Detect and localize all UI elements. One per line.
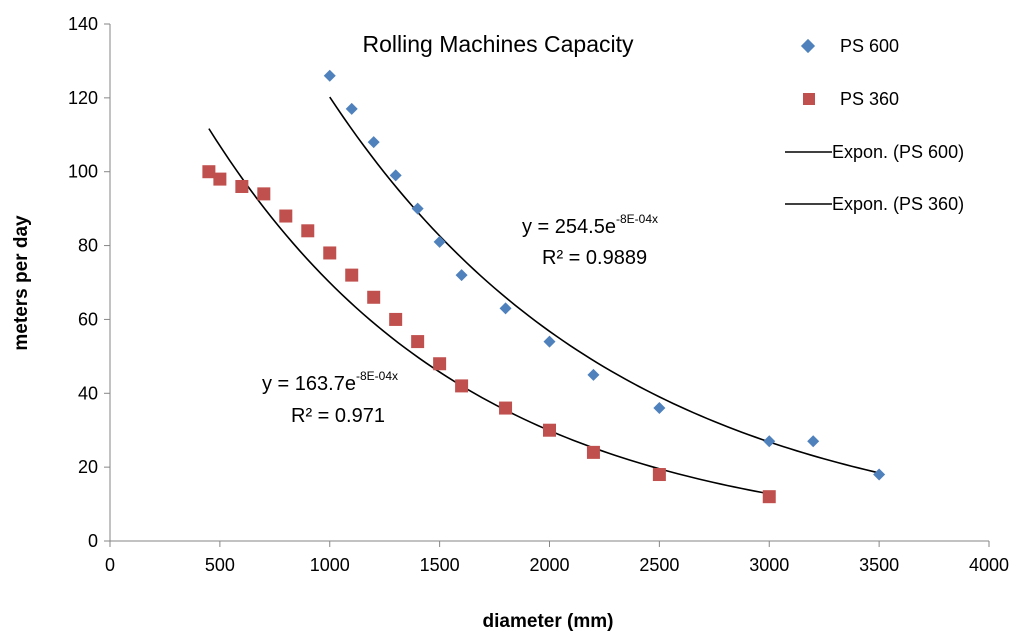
point-ps360: [411, 335, 425, 349]
equation-ps360-exponent: -8E-04x: [356, 369, 398, 383]
x-tick-label: 2000: [529, 555, 569, 575]
x-tick-label: 500: [205, 555, 235, 575]
point-ps600: [807, 435, 820, 448]
x-tick-label: 3000: [749, 555, 789, 575]
point-ps360: [543, 423, 556, 437]
equation-ps600: y = 254.5e-8E-04x: [522, 212, 658, 238]
x-axis-title: diameter (mm): [483, 611, 614, 632]
x-tick-label: 1500: [420, 555, 460, 575]
point-ps600: [499, 302, 512, 315]
data-points: [202, 69, 886, 504]
y-tick-label: 0: [88, 531, 98, 551]
point-ps360: [455, 379, 469, 393]
x-tick-labels: 0 500 1000 1500 2000 2500 3000 3500 4000: [105, 555, 1009, 575]
legend-marker-ps360: [803, 93, 815, 105]
legend-label-ps600: PS 600: [840, 36, 899, 56]
equation-ps360: y = 163.7e-8E-04x: [262, 369, 398, 395]
point-ps360: [345, 268, 359, 282]
y-tick-labels: 0 20 40 60 80 100 120 140: [68, 14, 98, 551]
y-tick-label: 20: [78, 457, 98, 477]
point-ps360: [301, 224, 315, 238]
point-ps360: [762, 490, 776, 504]
legend-label-ps360: PS 360: [840, 89, 899, 109]
point-ps600: [389, 169, 402, 182]
point-ps600: [323, 69, 336, 82]
trendline-ps360: [208, 128, 770, 495]
x-tick-label: 4000: [969, 555, 1009, 575]
point-ps600: [873, 468, 886, 481]
y-axis-title: meters per day: [11, 215, 32, 351]
legend-label-expon-ps360: Expon. (PS 360): [832, 194, 964, 214]
point-ps600: [433, 235, 446, 248]
x-tick-label: 2500: [639, 555, 679, 575]
y-tick-label: 80: [78, 236, 98, 256]
legend: PS 600 PS 360 Expon. (PS 600) Expon. (PS…: [785, 36, 964, 214]
point-ps360: [213, 172, 227, 186]
point-ps360: [433, 357, 447, 371]
y-tick-label: 140: [68, 14, 98, 34]
point-ps360: [652, 468, 666, 482]
point-ps600: [345, 102, 358, 115]
y-tick-label: 100: [68, 162, 98, 182]
point-ps600: [455, 269, 468, 282]
y-tick-label: 120: [68, 88, 98, 108]
equation-ps360-base: y = 163.7e: [262, 373, 356, 395]
r-squared-ps360: R² = 0.971: [291, 405, 385, 427]
point-ps600: [543, 335, 556, 348]
x-tick-label: 0: [105, 555, 115, 575]
axes: [104, 23, 990, 547]
point-ps600: [763, 435, 776, 448]
point-ps600: [653, 402, 666, 415]
equation-ps600-exponent: -8E-04x: [616, 212, 658, 226]
x-tick-label: 3500: [859, 555, 899, 575]
trendlines: [208, 96, 880, 495]
point-ps360: [499, 401, 513, 415]
legend-label-expon-ps600: Expon. (PS 600): [832, 142, 964, 162]
equation-ps600-base: y = 254.5e: [522, 216, 616, 238]
point-ps600: [587, 368, 600, 381]
point-ps360: [367, 290, 381, 304]
trendline-ps600: [329, 96, 880, 474]
r-squared-ps600: R² = 0.9889: [542, 247, 647, 269]
point-ps600: [411, 202, 424, 215]
point-ps360: [323, 246, 337, 260]
point-ps360: [257, 187, 271, 201]
x-tick-label: 1000: [310, 555, 350, 575]
point-ps360: [279, 209, 293, 223]
chart-title: Rolling Machines Capacity: [362, 31, 634, 57]
point-ps600: [367, 136, 380, 149]
point-ps360: [586, 445, 600, 459]
point-ps360: [235, 179, 249, 193]
y-tick-label: 60: [78, 309, 98, 329]
point-ps360: [389, 312, 403, 326]
y-tick-label: 40: [78, 383, 98, 403]
point-ps360: [202, 165, 216, 179]
legend-marker-ps600: [800, 38, 816, 54]
